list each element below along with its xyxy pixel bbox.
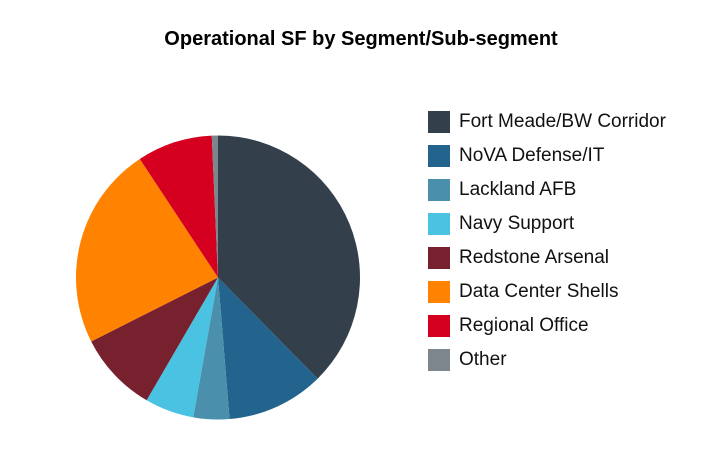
pie-slice-lackland-afb: [193, 277, 230, 420]
pie-slice-redstone-arsenal: [91, 277, 218, 401]
legend: Fort Meade/BW Corridor NoVA Defense/IT Lac…: [428, 105, 666, 377]
legend-swatch: [428, 349, 450, 371]
legend-item: Regional Office: [428, 309, 666, 343]
pie-slice-fort-meade-bw-corridor: [218, 135, 361, 379]
pie-slice-regional-office: [139, 135, 218, 278]
legend-item: Lackland AFB: [428, 173, 666, 207]
pie-slice-navy-support: [146, 277, 218, 418]
chart-title: Operational SF by Segment/Sub-segment: [164, 28, 558, 50]
legend-swatch: [428, 315, 450, 337]
legend-label: Fort Meade/BW Corridor: [459, 111, 666, 132]
legend-item: Navy Support: [428, 207, 666, 241]
legend-label: NoVA Defense/IT: [459, 145, 605, 166]
legend-swatch: [428, 179, 450, 201]
pie-slice-nova-defense-it: [218, 277, 318, 420]
legend-item: Data Center Shells: [428, 275, 666, 309]
legend-label: Regional Office: [459, 315, 589, 336]
legend-swatch: [428, 111, 450, 133]
legend-label: Lackland AFB: [459, 179, 577, 200]
legend-label: Navy Support: [459, 213, 575, 234]
legend-label: Other: [459, 349, 507, 370]
legend-label: Redstone Arsenal: [459, 247, 609, 268]
legend-item: NoVA Defense/IT: [428, 139, 666, 173]
legend-swatch: [428, 281, 450, 303]
legend-label: Data Center Shells: [459, 281, 619, 302]
legend-item: Fort Meade/BW Corridor: [428, 105, 666, 139]
pie-slice-other: [211, 135, 218, 278]
pie-slice-data-center-shells: [75, 158, 218, 342]
legend-swatch: [428, 247, 450, 269]
legend-swatch: [428, 213, 450, 235]
legend-item: Other: [428, 343, 666, 377]
legend-item: Redstone Arsenal: [428, 241, 666, 275]
legend-swatch: [428, 145, 450, 167]
